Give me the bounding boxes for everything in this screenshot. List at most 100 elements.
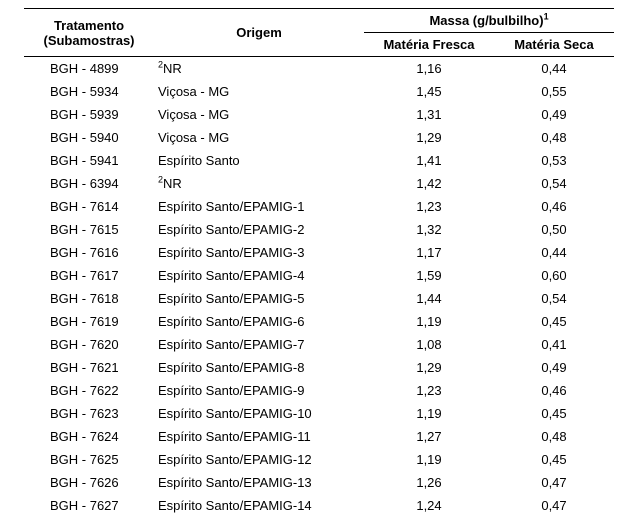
cell-seca: 0,50 <box>494 218 614 241</box>
table-row: BGH - 5934 Viçosa - MG 1,450,55 <box>24 80 614 103</box>
table-row: BGH - 7624Espírito Santo/EPAMIG-111,270,… <box>24 425 614 448</box>
header-row-1: Tratamento (Subamostras) Origem Massa (g… <box>24 9 614 33</box>
cell-origem: Espírito Santo/EPAMIG-2 <box>154 218 364 241</box>
cell-fresca: 1,08 <box>364 333 494 356</box>
cell-origem: Viçosa - MG <box>154 103 364 126</box>
origem-text: Espírito Santo/EPAMIG-11 <box>158 429 311 444</box>
cell-seca: 0,44 <box>494 241 614 264</box>
cell-origem: Espírito Santo/EPAMIG-9 <box>154 379 364 402</box>
cell-fresca: 1,31 <box>364 103 494 126</box>
cell-tratamento: BGH - 7620 <box>24 333 154 356</box>
cell-seca: 0,45 <box>494 402 614 425</box>
header-seca: Matéria Seca <box>494 33 614 57</box>
cell-fresca: 1,45 <box>364 80 494 103</box>
origem-text: Espírito Santo/EPAMIG-7 <box>158 337 304 352</box>
cell-tratamento: BGH - 7626 <box>24 471 154 494</box>
cell-origem: 2NR <box>154 57 364 81</box>
header-massa-group: Massa (g/bulbilho)1 <box>364 9 614 33</box>
cell-seca: 0,48 <box>494 126 614 149</box>
cell-origem: Viçosa - MG <box>154 80 364 103</box>
cell-seca: 0,47 <box>494 494 614 517</box>
cell-tratamento: BGH - 7616 <box>24 241 154 264</box>
cell-origem: Espírito Santo/EPAMIG-8 <box>154 356 364 379</box>
cell-tratamento: BGH - 6394 <box>24 172 154 195</box>
cell-tratamento: BGH - 7617 <box>24 264 154 287</box>
table-row: BGH - 7620 Espírito Santo/EPAMIG-7 1,080,4… <box>24 333 614 356</box>
cell-tratamento: BGH - 5941 <box>24 149 154 172</box>
cell-fresca: 1,59 <box>364 264 494 287</box>
table-row: BGH - 7615Espírito Santo/EPAMIG-21,320,5… <box>24 218 614 241</box>
cell-origem: Espírito Santo/EPAMIG-7 <box>154 333 364 356</box>
cell-origem: Espírito Santo/EPAMIG-13 <box>154 471 364 494</box>
cell-seca: 0,60 <box>494 264 614 287</box>
cell-fresca: 1,19 <box>364 402 494 425</box>
cell-tratamento: BGH - 7622 <box>24 379 154 402</box>
cell-seca: 0,41 <box>494 333 614 356</box>
header-tratamento: Tratamento (Subamostras) <box>24 9 154 57</box>
cell-seca: 0,47 <box>494 471 614 494</box>
cell-fresca: 1,19 <box>364 448 494 471</box>
table-header: Tratamento (Subamostras) Origem Massa (g… <box>24 9 614 57</box>
cell-tratamento: BGH - 7614 <box>24 195 154 218</box>
cell-tratamento: BGH - 7623 <box>24 402 154 425</box>
origem-text: Espírito Santo/EPAMIG-8 <box>158 360 304 375</box>
table-row: BGH - 7621Espírito Santo/EPAMIG-81,290,4… <box>24 356 614 379</box>
cell-origem: Espírito Santo/EPAMIG-11 <box>154 425 364 448</box>
data-table: Tratamento (Subamostras) Origem Massa (g… <box>24 8 614 517</box>
cell-seca: 0,54 <box>494 287 614 310</box>
cell-tratamento: BGH - 7619 <box>24 310 154 333</box>
cell-seca: 0,53 <box>494 149 614 172</box>
table-row: BGH - 7618Espírito Santo/EPAMIG-51,440,5… <box>24 287 614 310</box>
origem-text: Viçosa - MG <box>158 107 229 122</box>
table-row: BGH - 7625Espírito Santo/EPAMIG-121,190,… <box>24 448 614 471</box>
cell-origem: 2NR <box>154 172 364 195</box>
cell-fresca: 1,29 <box>364 356 494 379</box>
cell-seca: 0,54 <box>494 172 614 195</box>
cell-tratamento: BGH - 5934 <box>24 80 154 103</box>
header-tratamento-l2: (Subamostras) <box>43 33 134 48</box>
cell-origem: Espírito Santo/EPAMIG-6 <box>154 310 364 333</box>
cell-fresca: 1,41 <box>364 149 494 172</box>
cell-origem: Espírito Santo/EPAMIG-12 <box>154 448 364 471</box>
table-container: Tratamento (Subamostras) Origem Massa (g… <box>0 0 638 527</box>
cell-fresca: 1,42 <box>364 172 494 195</box>
cell-tratamento: BGH - 5939 <box>24 103 154 126</box>
table-row: BGH - 7623Espírito Santo/EPAMIG-101,190,… <box>24 402 614 425</box>
cell-seca: 0,49 <box>494 103 614 126</box>
origem-text: Viçosa - MG <box>158 130 229 145</box>
cell-fresca: 1,32 <box>364 218 494 241</box>
cell-tratamento: BGH - 7627 <box>24 494 154 517</box>
cell-origem: Espírito Santo <box>154 149 364 172</box>
cell-origem: Espírito Santo/EPAMIG-14 <box>154 494 364 517</box>
cell-origem: Espírito Santo/EPAMIG-4 <box>154 264 364 287</box>
origem-text: NR <box>163 176 182 191</box>
cell-seca: 0,55 <box>494 80 614 103</box>
table-row: BGH - 7619 Espírito Santo/EPAMIG-6 1,190,4… <box>24 310 614 333</box>
table-row: BGH - 48992NR1,160,44 <box>24 57 614 81</box>
cell-fresca: 1,17 <box>364 241 494 264</box>
table-row: BGH - 63942NR1,420,54 <box>24 172 614 195</box>
header-tratamento-l1: Tratamento <box>54 18 124 33</box>
origem-text: Espírito Santo/EPAMIG-4 <box>158 268 304 283</box>
cell-fresca: 1,24 <box>364 494 494 517</box>
origem-text: Espírito Santo/EPAMIG-12 <box>158 452 312 467</box>
table-row: BGH - 5941Espírito Santo1,410,53 <box>24 149 614 172</box>
origem-text: Espírito Santo/EPAMIG-2 <box>158 222 304 237</box>
cell-seca: 0,46 <box>494 379 614 402</box>
cell-seca: 0,45 <box>494 448 614 471</box>
cell-fresca: 1,29 <box>364 126 494 149</box>
cell-tratamento: BGH - 7624 <box>24 425 154 448</box>
cell-fresca: 1,19 <box>364 310 494 333</box>
origem-text: Viçosa - MG <box>158 84 229 99</box>
cell-seca: 0,45 <box>494 310 614 333</box>
table-row: BGH - 7617 Espírito Santo/EPAMIG-4 1,590,6… <box>24 264 614 287</box>
cell-origem: Espírito Santo/EPAMIG-5 <box>154 287 364 310</box>
table-row: BGH - 7622Espírito Santo/EPAMIG-91,230,4… <box>24 379 614 402</box>
cell-tratamento: BGH - 4899 <box>24 57 154 81</box>
cell-tratamento: BGH - 7618 <box>24 287 154 310</box>
cell-origem: Espírito Santo/EPAMIG-3 <box>154 241 364 264</box>
header-origem: Origem <box>154 9 364 57</box>
origem-text: Espírito Santo/EPAMIG-6 <box>158 314 304 329</box>
table-row: BGH - 5939 Viçosa - MG 1,310,49 <box>24 103 614 126</box>
origem-text: Espírito Santo/EPAMIG-13 <box>158 475 312 490</box>
